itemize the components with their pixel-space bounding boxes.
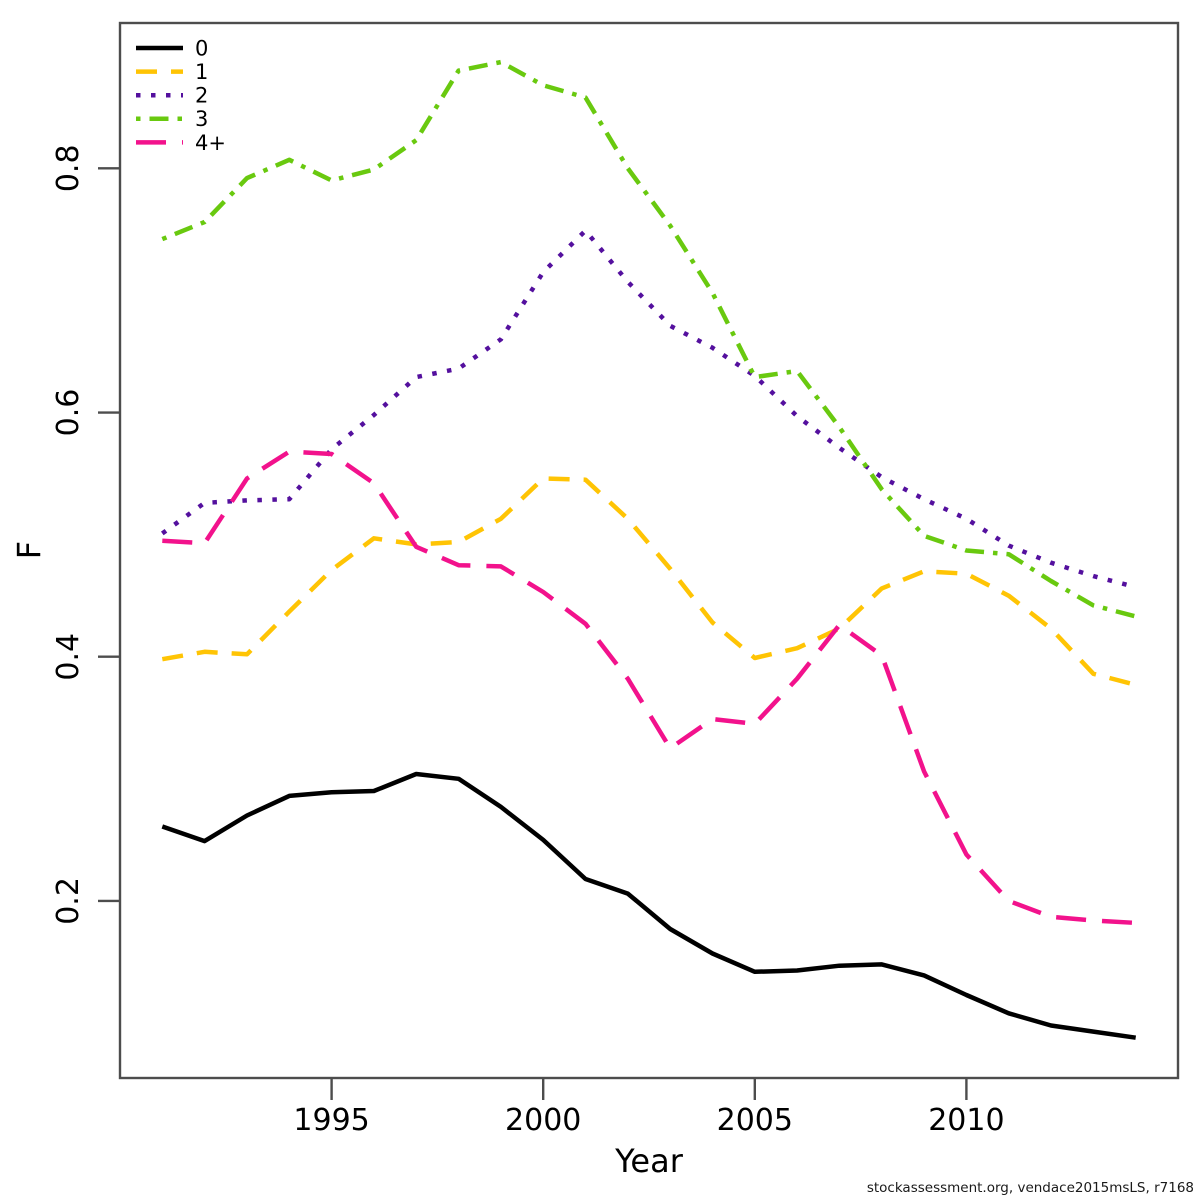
y-tick-label: 0.4 <box>51 633 86 681</box>
legend-label: 4+ <box>195 131 226 155</box>
x-axis-ticks: 1995 2000 2005 2010 <box>293 1078 1005 1138</box>
legend-item: 3 <box>136 107 208 131</box>
legend-label: 1 <box>195 60 208 84</box>
x-tick-label: 2000 <box>505 1103 581 1138</box>
legend-label: 0 <box>195 36 208 60</box>
legend-item: 1 <box>136 60 208 84</box>
legend-label: 2 <box>195 84 208 108</box>
series-line-3 <box>161 59 1137 619</box>
x-tick-label: 2010 <box>928 1103 1004 1138</box>
series-line-0 <box>161 771 1137 1040</box>
series-lines <box>160 59 1137 1040</box>
series-line-2 <box>160 228 1137 590</box>
series-line-4plus <box>162 449 1136 926</box>
y-tick-label: 0.6 <box>51 389 86 437</box>
x-tick-label: 2005 <box>717 1103 793 1138</box>
y-axis-title: F <box>10 541 48 559</box>
x-tick-label: 1995 <box>293 1103 369 1138</box>
y-axis-ticks: 0.2 0.4 0.6 0.8 <box>51 144 120 925</box>
series-line-1 <box>161 476 1137 687</box>
legend-item: 2 <box>136 84 208 108</box>
legend-item: 4+ <box>136 131 226 155</box>
y-tick-label: 0.2 <box>51 877 86 925</box>
x-axis-title: Year <box>614 1142 684 1180</box>
y-tick-label: 0.8 <box>51 144 86 192</box>
watermark: stockassessment.org, vendace2015msLS, r7… <box>867 1180 1194 1196</box>
plot-border <box>118 21 1180 1080</box>
legend-item: 0 <box>136 36 208 60</box>
legend-label: 3 <box>195 107 208 131</box>
